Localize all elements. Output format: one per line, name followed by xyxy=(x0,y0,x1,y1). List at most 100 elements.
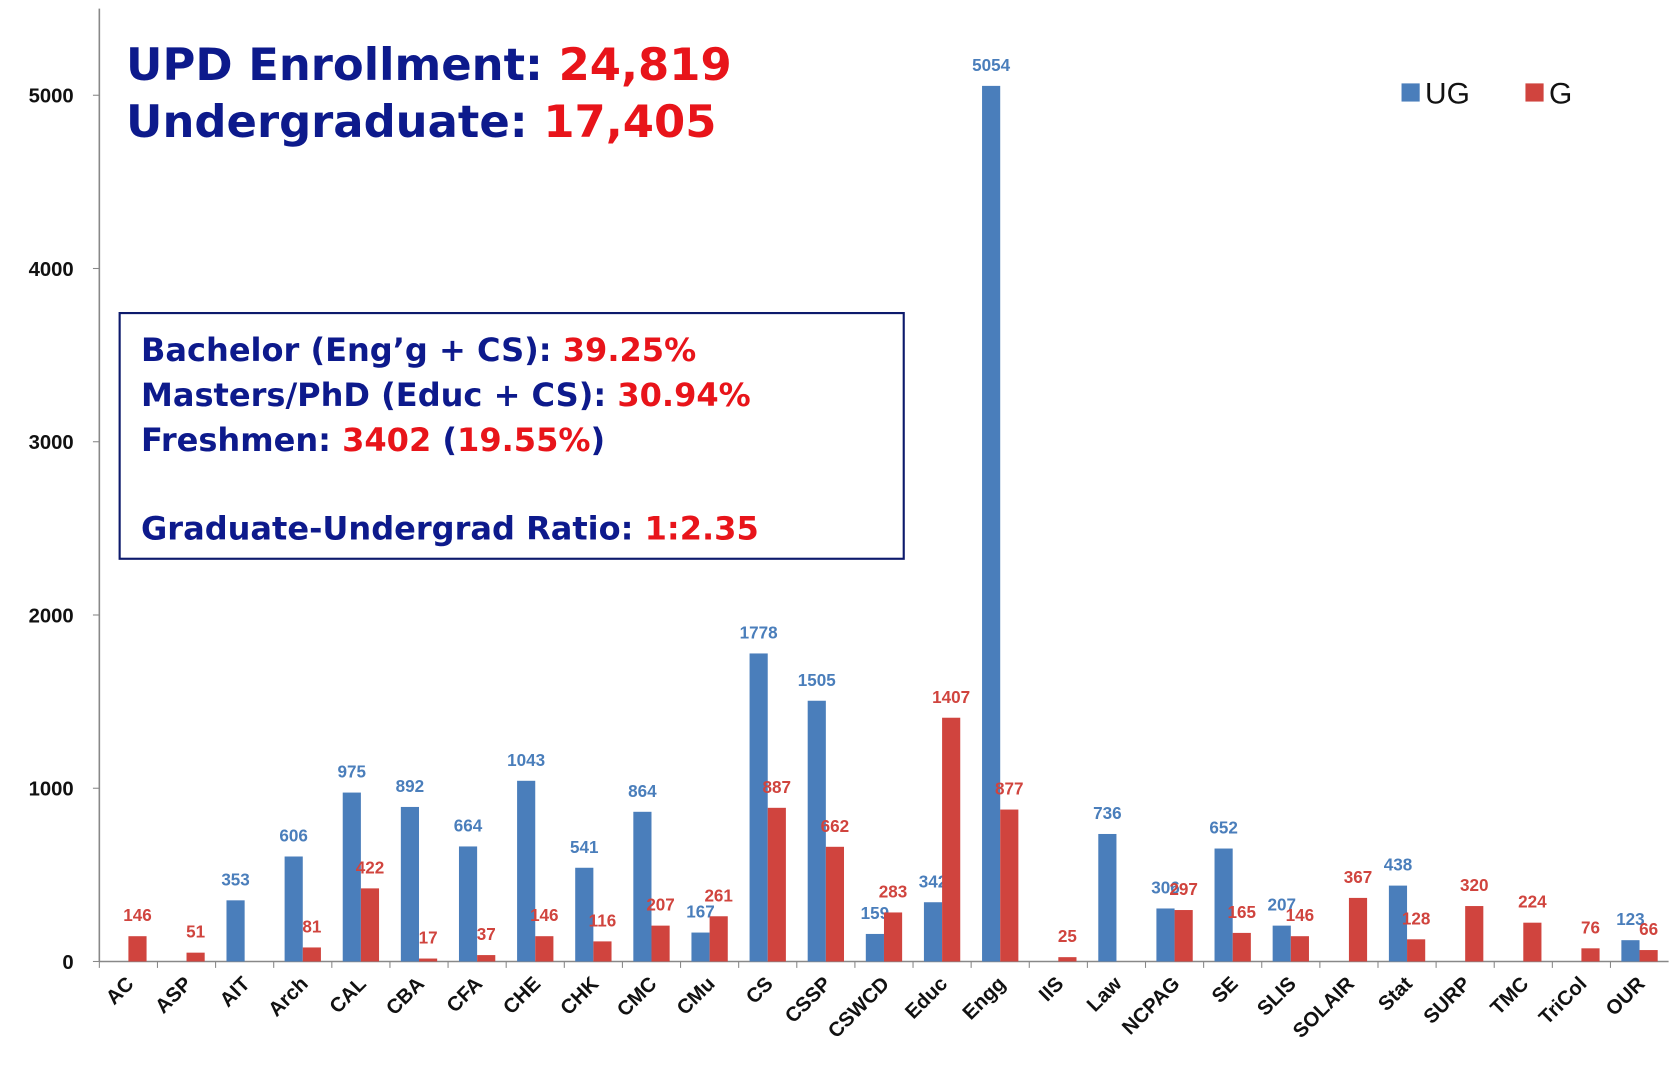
bar xyxy=(825,846,845,962)
box-line-part: 3402 xyxy=(342,421,431,459)
x-tick-label: SOLAIR xyxy=(1289,973,1359,1043)
data-label: 5054 xyxy=(972,56,1010,75)
x-tick-label: Engg xyxy=(959,973,1010,1024)
data-label: 165 xyxy=(1228,903,1257,922)
bar xyxy=(982,85,1001,962)
bar xyxy=(477,955,496,962)
box-line-part: 30.94% xyxy=(617,376,750,414)
x-tick-label: CFA xyxy=(443,973,487,1017)
data-label: 975 xyxy=(338,763,367,782)
y-tick-label: 4000 xyxy=(29,259,74,281)
data-label: 207 xyxy=(646,896,675,915)
bar xyxy=(1058,957,1077,962)
x-tick-label: CMC xyxy=(613,973,661,1021)
bar xyxy=(807,700,826,962)
data-label: 422 xyxy=(356,858,385,877)
data-label: 606 xyxy=(279,827,308,846)
data-label: 25 xyxy=(1058,927,1077,946)
x-tick-label: CMu xyxy=(673,973,720,1020)
data-label: 887 xyxy=(763,778,792,797)
x-tick-label: CAL xyxy=(326,973,371,1018)
bar xyxy=(1639,950,1658,962)
data-label: 297 xyxy=(1169,880,1198,899)
headline-part: 17,405 xyxy=(543,95,716,148)
bar xyxy=(923,902,943,962)
data-label: 736 xyxy=(1093,804,1122,823)
bar xyxy=(865,933,884,962)
bar xyxy=(633,811,652,962)
bar xyxy=(360,888,380,962)
bar xyxy=(1407,939,1426,962)
bar xyxy=(400,806,420,962)
data-label: 892 xyxy=(396,777,425,796)
bar xyxy=(1174,910,1193,962)
x-tick-label: CHK xyxy=(557,973,604,1020)
data-label: 353 xyxy=(221,870,249,889)
data-label: 662 xyxy=(821,817,850,836)
data-label: 877 xyxy=(995,780,1024,799)
y-tick-label: 1000 xyxy=(29,779,74,801)
x-tick-label: Law xyxy=(1083,973,1127,1017)
box-line-part: 1:2.35 xyxy=(645,510,759,548)
box-line: Masters/PhD (Educ + CS): 30.94% xyxy=(141,376,751,414)
x-tick-label: AC xyxy=(102,973,139,1010)
data-label: 1407 xyxy=(932,688,970,707)
data-label: 66 xyxy=(1639,920,1658,939)
headline: UPD Enrollment: 24,819 xyxy=(126,38,732,91)
x-tick-label: TriCol xyxy=(1535,973,1591,1029)
box-line-part: Graduate-Undergrad Ratio: xyxy=(141,510,645,548)
bar xyxy=(226,900,245,962)
bar xyxy=(593,941,612,962)
box-line-part: Masters/PhD (Educ + CS): xyxy=(141,376,617,414)
data-label: 1778 xyxy=(740,623,778,642)
data-label: 128 xyxy=(1402,909,1431,928)
data-label: 207 xyxy=(1267,896,1296,915)
bar xyxy=(1272,925,1291,962)
bar xyxy=(458,846,478,962)
bar xyxy=(1581,948,1600,962)
bar xyxy=(1523,922,1542,962)
bar xyxy=(1621,940,1640,962)
legend-label: UG xyxy=(1425,78,1470,111)
legend-swatch xyxy=(1525,83,1544,102)
x-tick-label: CSWCD xyxy=(824,973,894,1043)
data-label: 116 xyxy=(589,911,617,930)
legend-swatch xyxy=(1401,83,1420,102)
data-label: 123 xyxy=(1616,910,1645,929)
bar xyxy=(767,807,786,962)
data-label: 320 xyxy=(1460,876,1489,895)
bar xyxy=(419,958,438,962)
data-label: 37 xyxy=(477,925,496,944)
data-label: 306 xyxy=(1151,879,1180,898)
bar xyxy=(575,867,594,962)
x-tick-label: SLIS xyxy=(1253,973,1300,1020)
x-tick-label: TMC xyxy=(1487,973,1534,1020)
box-line-part: ( xyxy=(431,421,457,459)
bar xyxy=(883,912,903,962)
x-tick-label: Educ xyxy=(901,973,952,1024)
data-label: 438 xyxy=(1384,856,1413,875)
x-tick-label: CHE xyxy=(499,973,545,1019)
x-tick-label: Stat xyxy=(1374,973,1417,1016)
box-line: Freshmen: 3402 (19.55%) xyxy=(141,421,605,459)
y-tick-label: 5000 xyxy=(29,86,74,108)
data-label: 664 xyxy=(454,816,483,835)
data-label: 51 xyxy=(186,923,205,942)
bar xyxy=(1156,908,1175,962)
x-tick-label: OUR xyxy=(1602,973,1650,1021)
x-tick-label: CS xyxy=(742,973,777,1008)
info-box xyxy=(118,311,905,560)
headline-part: UPD Enrollment: xyxy=(126,38,559,91)
x-tick-label: AIT xyxy=(216,973,255,1012)
data-label: 17 xyxy=(419,929,438,948)
x-tick-label: ASP xyxy=(151,973,196,1018)
x-tick-label: CBA xyxy=(382,973,429,1020)
box-line: Graduate-Undergrad Ratio: 1:2.35 xyxy=(141,510,759,548)
y-tick-label: 0 xyxy=(62,952,73,974)
y-tick-label: 2000 xyxy=(29,605,74,627)
bar xyxy=(1465,906,1484,962)
bar xyxy=(709,916,728,962)
x-tick-label: Arch xyxy=(264,973,312,1021)
bar xyxy=(128,936,147,962)
